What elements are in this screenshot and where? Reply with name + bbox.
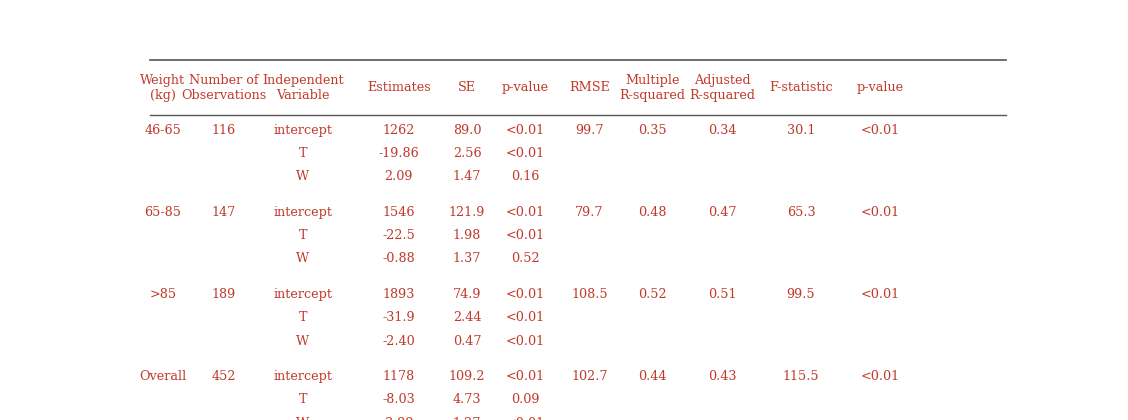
Text: <0.01: <0.01 [506,229,545,242]
Text: T: T [299,394,307,407]
Text: 115.5: 115.5 [783,370,819,383]
Text: intercept: intercept [273,124,333,137]
Text: Weight
(kg): Weight (kg) [140,74,185,102]
Text: 0.16: 0.16 [511,170,540,183]
Text: 1.47: 1.47 [452,170,482,183]
Text: SE: SE [458,81,476,94]
Text: Estimates: Estimates [367,81,431,94]
Text: T: T [299,229,307,242]
Text: 2.09: 2.09 [385,170,413,183]
Text: 0.34: 0.34 [708,124,737,137]
Text: 1262: 1262 [382,124,415,137]
Text: 0.48: 0.48 [638,206,667,219]
Text: <0.01: <0.01 [861,288,899,301]
Text: W: W [297,170,309,183]
Text: intercept: intercept [273,370,333,383]
Text: 108.5: 108.5 [571,288,608,301]
Text: p-value: p-value [856,81,904,94]
Text: 116: 116 [212,124,236,137]
Text: 0.51: 0.51 [708,288,737,301]
Text: <0.01: <0.01 [506,147,545,160]
Text: T: T [299,147,307,160]
Text: 109.2: 109.2 [449,370,485,383]
Text: <0.01: <0.01 [506,311,545,324]
Text: Overall: Overall [139,370,186,383]
Text: 0.52: 0.52 [511,252,540,265]
Text: 102.7: 102.7 [571,370,608,383]
Text: 0.09: 0.09 [511,394,540,407]
Text: 99.5: 99.5 [786,288,816,301]
Text: T: T [299,311,307,324]
Text: F-statistic: F-statistic [769,81,832,94]
Text: -31.9: -31.9 [382,311,415,324]
Text: -8.03: -8.03 [382,394,415,407]
Text: 1.37: 1.37 [452,252,482,265]
Text: RMSE: RMSE [570,81,610,94]
Text: p-value: p-value [502,81,549,94]
Text: 0.52: 0.52 [638,288,667,301]
Text: 0.35: 0.35 [638,124,667,137]
Text: -0.88: -0.88 [382,252,415,265]
Text: 46-65: 46-65 [144,124,182,137]
Text: Independent
Variable: Independent Variable [262,74,344,102]
Text: <0.01: <0.01 [861,370,899,383]
Text: <0.01: <0.01 [506,124,545,137]
Text: 1.98: 1.98 [452,229,482,242]
Text: <0.01: <0.01 [506,206,545,219]
Text: W: W [297,417,309,420]
Text: intercept: intercept [273,288,333,301]
Text: 65.3: 65.3 [786,206,816,219]
Text: 147: 147 [212,206,236,219]
Text: 2.44: 2.44 [452,311,482,324]
Text: W: W [297,335,309,348]
Text: 79.7: 79.7 [575,206,603,219]
Text: 89.0: 89.0 [452,124,482,137]
Text: 0.43: 0.43 [708,370,737,383]
Text: 99.7: 99.7 [575,124,603,137]
Text: 0.44: 0.44 [638,370,667,383]
Text: >85: >85 [149,288,176,301]
Text: <0.01: <0.01 [506,288,545,301]
Text: Number of
Observations: Number of Observations [182,74,266,102]
Text: 189: 189 [212,288,236,301]
Text: 121.9: 121.9 [449,206,485,219]
Text: 1.27: 1.27 [452,417,482,420]
Text: 3.99: 3.99 [385,417,413,420]
Text: Adjusted
R-squared: Adjusted R-squared [689,74,756,102]
Text: 74.9: 74.9 [452,288,482,301]
Text: <0.01: <0.01 [506,370,545,383]
Text: Multiple
R-squared: Multiple R-squared [619,74,686,102]
Text: intercept: intercept [273,206,333,219]
Text: 1893: 1893 [382,288,415,301]
Text: 4.73: 4.73 [452,394,482,407]
Text: <0.01: <0.01 [861,124,899,137]
Text: <0.01: <0.01 [861,206,899,219]
Text: 0.47: 0.47 [452,335,482,348]
Text: 1546: 1546 [382,206,415,219]
Text: 30.1: 30.1 [787,124,816,137]
Text: 1178: 1178 [382,370,415,383]
Text: -22.5: -22.5 [382,229,415,242]
Text: -2.40: -2.40 [382,335,415,348]
Text: 452: 452 [212,370,236,383]
Text: <0.01: <0.01 [506,335,545,348]
Text: -19.86: -19.86 [379,147,420,160]
Text: <0.01: <0.01 [506,417,545,420]
Text: W: W [297,252,309,265]
Text: 2.56: 2.56 [452,147,482,160]
Text: 65-85: 65-85 [144,206,182,219]
Text: 0.47: 0.47 [708,206,737,219]
